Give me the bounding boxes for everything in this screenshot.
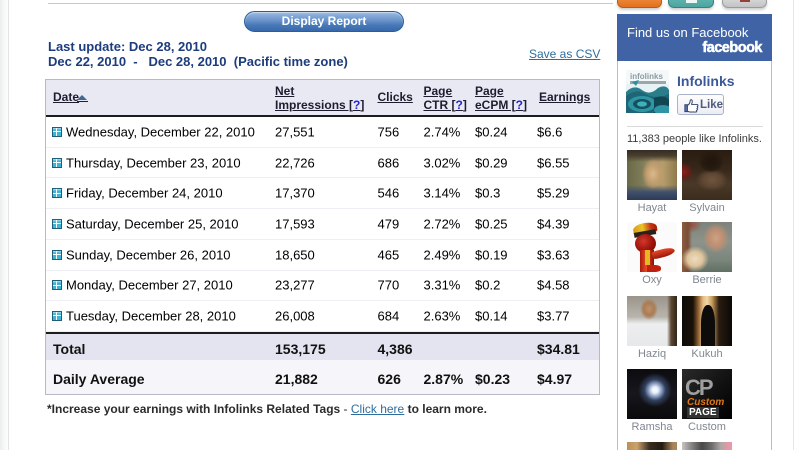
svg-text:infolinks: infolinks [630, 72, 663, 81]
